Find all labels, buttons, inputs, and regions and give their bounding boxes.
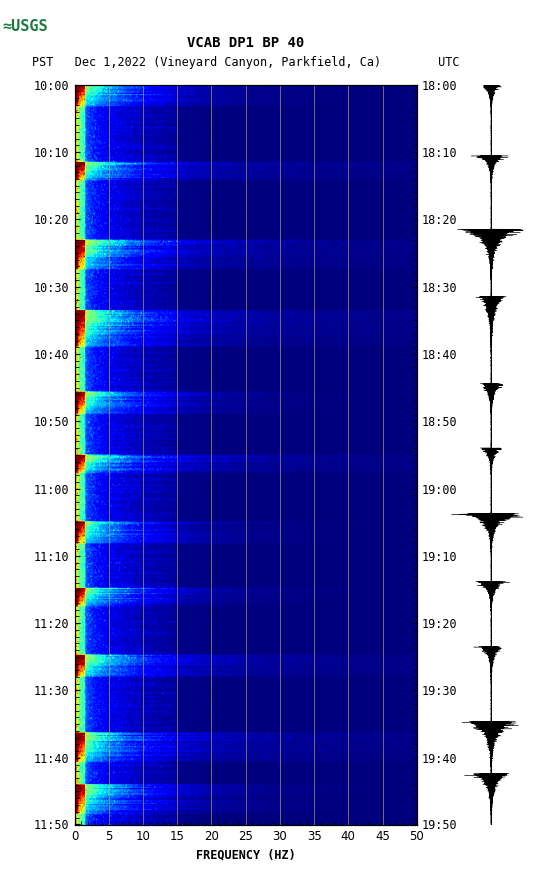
Text: ≈USGS: ≈USGS <box>3 19 49 34</box>
Text: VCAB DP1 BP 40: VCAB DP1 BP 40 <box>187 36 304 50</box>
Text: PST   Dec 1,2022 (Vineyard Canyon, Parkfield, Ca)        UTC: PST Dec 1,2022 (Vineyard Canyon, Parkfie… <box>32 56 459 69</box>
X-axis label: FREQUENCY (HZ): FREQUENCY (HZ) <box>196 848 295 862</box>
